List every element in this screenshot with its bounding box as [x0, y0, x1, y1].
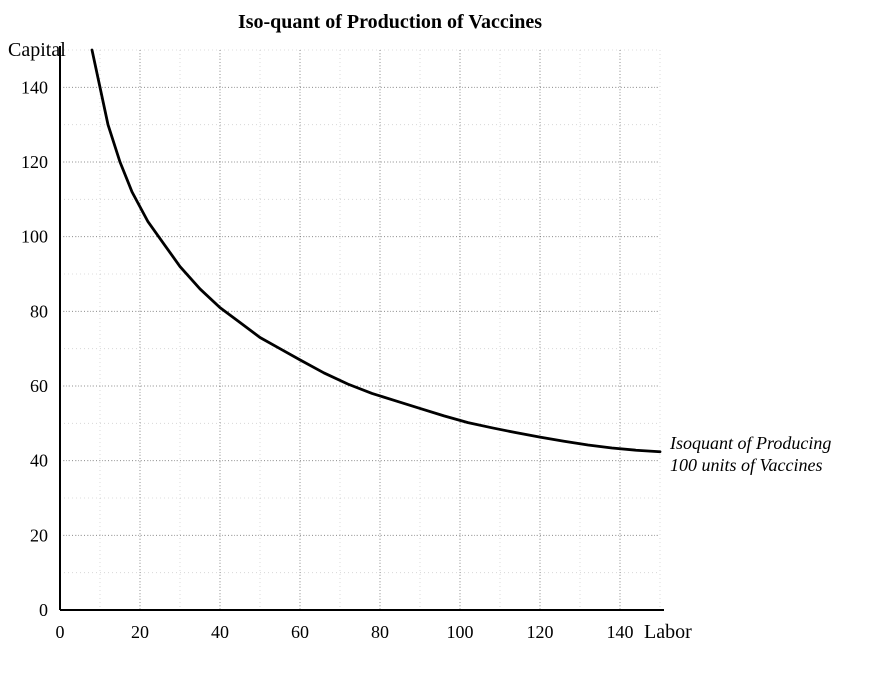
y-tick-label: 60 [30, 376, 48, 396]
chart-container: Iso-quant of Production of Vaccines Capi… [0, 0, 883, 684]
isoquant-curve [92, 50, 660, 452]
x-tick-label: 40 [211, 622, 229, 642]
curve-annotation-line1: Isoquant of Producing [669, 433, 831, 453]
y-tick-label: 120 [21, 152, 48, 172]
grid-minor [60, 50, 660, 610]
x-tick-label: 80 [371, 622, 389, 642]
x-tick-label: 60 [291, 622, 309, 642]
y-axis-label: Capital [8, 39, 66, 61]
y-tick-label: 100 [21, 227, 48, 247]
grid-major [60, 50, 660, 610]
x-tick-labels: 0 20 40 60 80 100 120 140 [56, 622, 634, 642]
x-tick-label: 0 [56, 622, 65, 642]
x-tick-label: 120 [527, 622, 554, 642]
x-tick-label: 100 [447, 622, 474, 642]
chart-svg: Iso-quant of Production of Vaccines Capi… [0, 0, 883, 684]
x-axis-label: Labor [644, 621, 692, 643]
x-tick-label: 140 [607, 622, 634, 642]
curve-annotation-line2: 100 units of Vaccines [670, 455, 822, 475]
y-tick-label: 20 [30, 525, 48, 545]
axes [60, 46, 664, 610]
y-tick-label: 0 [39, 600, 48, 620]
chart-title: Iso-quant of Production of Vaccines [238, 11, 542, 33]
y-tick-label: 40 [30, 451, 48, 471]
y-tick-label: 80 [30, 301, 48, 321]
y-tick-labels: 0 20 40 60 80 100 120 140 [21, 77, 48, 620]
x-tick-label: 20 [131, 622, 149, 642]
y-tick-label: 140 [21, 77, 48, 97]
